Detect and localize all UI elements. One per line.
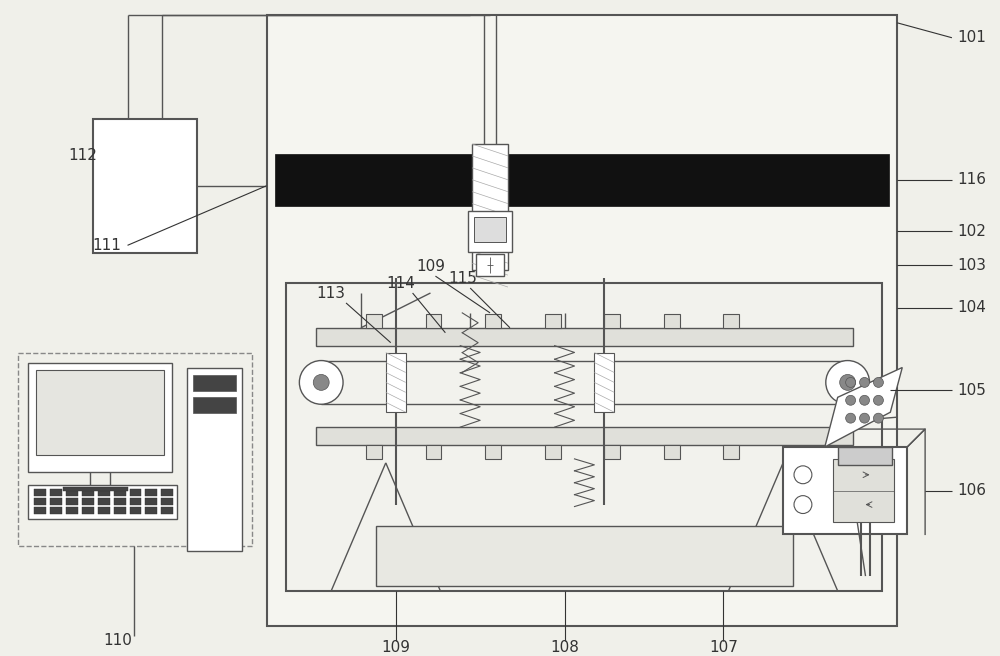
- Circle shape: [826, 361, 869, 404]
- Bar: [66, 506, 78, 514]
- Bar: [833, 459, 894, 522]
- Bar: [316, 328, 853, 346]
- Bar: [34, 506, 46, 514]
- Bar: [545, 445, 561, 459]
- Bar: [145, 498, 157, 504]
- Text: 102: 102: [957, 224, 986, 239]
- Bar: [604, 445, 620, 459]
- Bar: [545, 314, 561, 328]
- Bar: [468, 211, 512, 253]
- Circle shape: [873, 377, 883, 388]
- Text: 104: 104: [957, 300, 986, 316]
- Bar: [50, 489, 62, 496]
- Bar: [664, 314, 680, 328]
- Text: 111: 111: [93, 238, 122, 253]
- Circle shape: [860, 413, 869, 423]
- Bar: [316, 427, 853, 445]
- Bar: [114, 498, 126, 504]
- Bar: [161, 489, 173, 496]
- Text: 101: 101: [957, 30, 986, 45]
- Circle shape: [313, 375, 329, 390]
- Text: 116: 116: [957, 173, 986, 187]
- Bar: [34, 498, 46, 504]
- Bar: [114, 489, 126, 496]
- Text: 107: 107: [709, 640, 738, 655]
- Bar: [93, 119, 197, 253]
- Bar: [66, 489, 78, 496]
- Bar: [145, 506, 157, 514]
- Bar: [28, 363, 172, 472]
- Bar: [485, 314, 501, 328]
- Bar: [82, 489, 94, 496]
- Text: 106: 106: [957, 483, 986, 498]
- Circle shape: [846, 413, 856, 423]
- Bar: [114, 506, 126, 514]
- Bar: [98, 489, 110, 496]
- Bar: [34, 489, 46, 496]
- Bar: [145, 489, 157, 496]
- Bar: [594, 353, 614, 412]
- Text: 109: 109: [381, 640, 410, 655]
- Text: 114: 114: [386, 276, 415, 291]
- Text: 105: 105: [957, 383, 986, 398]
- Circle shape: [873, 413, 883, 423]
- Bar: [838, 447, 892, 465]
- Text: 115: 115: [448, 271, 477, 285]
- Bar: [82, 498, 94, 504]
- Bar: [193, 398, 236, 413]
- Bar: [366, 445, 382, 459]
- Text: 110: 110: [103, 633, 132, 648]
- Bar: [275, 154, 889, 205]
- Bar: [286, 283, 882, 591]
- Bar: [82, 506, 94, 514]
- Bar: [36, 371, 164, 455]
- Bar: [485, 445, 501, 459]
- Text: 113: 113: [317, 285, 346, 300]
- Circle shape: [873, 396, 883, 405]
- Bar: [50, 498, 62, 504]
- Bar: [386, 353, 406, 412]
- Polygon shape: [825, 367, 902, 447]
- Bar: [472, 144, 508, 270]
- Bar: [98, 506, 110, 514]
- Bar: [130, 489, 141, 496]
- Text: 103: 103: [957, 258, 986, 273]
- Bar: [130, 498, 141, 504]
- Circle shape: [299, 361, 343, 404]
- Bar: [723, 445, 739, 459]
- Bar: [28, 485, 177, 520]
- Bar: [376, 526, 793, 586]
- Bar: [98, 498, 110, 504]
- Bar: [18, 353, 252, 546]
- Bar: [63, 487, 128, 491]
- Circle shape: [846, 396, 856, 405]
- Bar: [50, 506, 62, 514]
- Bar: [66, 498, 78, 504]
- Bar: [426, 314, 441, 328]
- Bar: [723, 314, 739, 328]
- Circle shape: [840, 375, 856, 390]
- Circle shape: [794, 466, 812, 483]
- Bar: [426, 445, 441, 459]
- Bar: [604, 314, 620, 328]
- Text: 109: 109: [416, 258, 445, 274]
- Circle shape: [794, 496, 812, 514]
- Bar: [161, 506, 173, 514]
- Circle shape: [860, 396, 869, 405]
- Text: 112: 112: [68, 148, 97, 163]
- Bar: [664, 445, 680, 459]
- Circle shape: [846, 377, 856, 388]
- Bar: [187, 367, 242, 551]
- Bar: [783, 447, 907, 535]
- Bar: [193, 375, 236, 392]
- Bar: [366, 314, 382, 328]
- Bar: [161, 498, 173, 504]
- Bar: [476, 255, 504, 276]
- Bar: [267, 15, 897, 626]
- Bar: [130, 506, 141, 514]
- Bar: [474, 216, 506, 242]
- Text: 108: 108: [550, 640, 579, 655]
- Circle shape: [860, 377, 869, 388]
